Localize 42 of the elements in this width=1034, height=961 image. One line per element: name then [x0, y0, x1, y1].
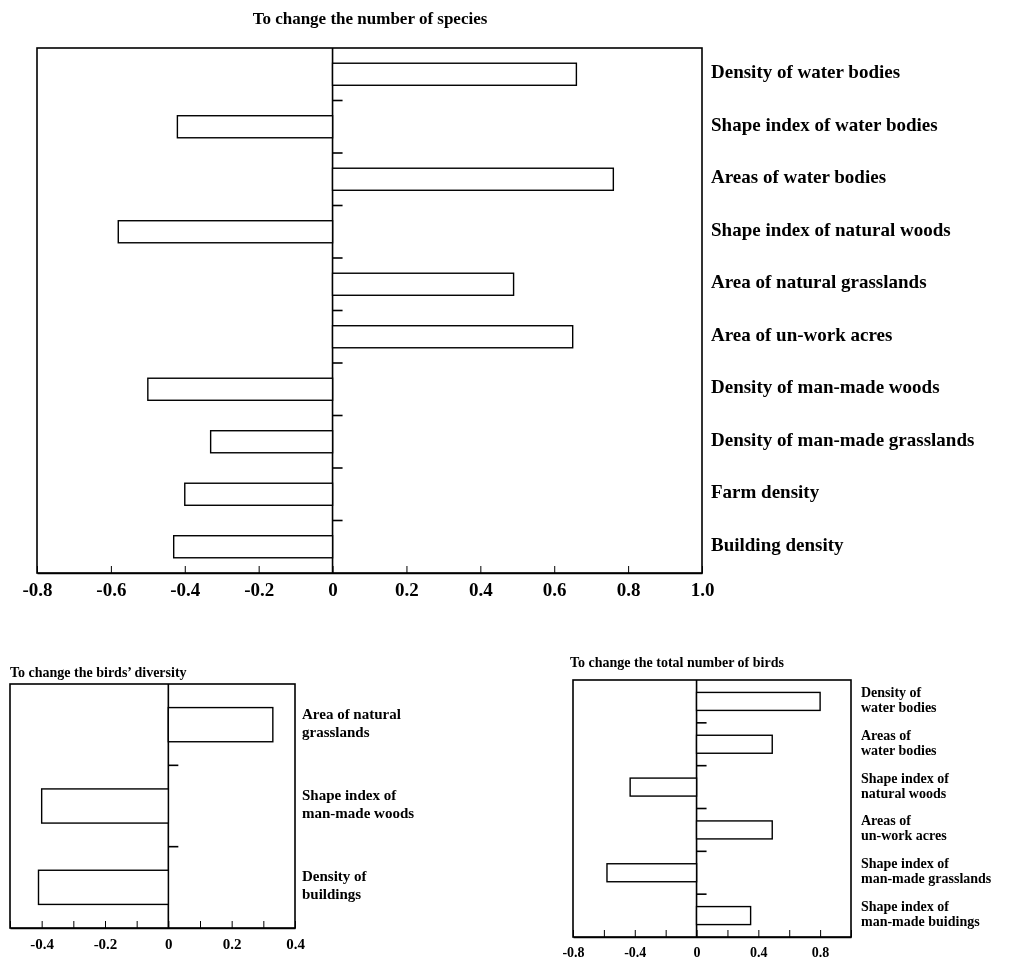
y-tick-label: Building density [711, 534, 845, 556]
x-tick-label: -0.8 [562, 944, 585, 960]
y-tick-label: Area of natural grasslands [302, 706, 401, 741]
x-tick-label: 0.6 [542, 579, 567, 601]
x-tick-label: 0 [165, 935, 173, 952]
x-tick-label: -0.6 [96, 579, 127, 601]
y-tick-label: Shape index of natural woods [861, 770, 950, 801]
x-tick-label: 0.4 [468, 579, 494, 601]
x-tick-label: -0.8 [22, 579, 53, 601]
x-tick-label: 0.4 [750, 944, 768, 960]
y-tick-label: Shape index of man-made woods [302, 787, 415, 822]
x-tick-label: -0.2 [244, 579, 275, 601]
y-tick-label: Farm density [711, 481, 820, 503]
y-tick-label: Areas of un-work acres [861, 813, 948, 844]
y-tick-label: Shape index of natural woods [711, 219, 951, 241]
y-tick-label: Area of un-work acres [711, 324, 893, 346]
x-tick-label: -0.2 [93, 935, 118, 952]
x-tick-label: 0.4 [286, 935, 306, 952]
y-tick-label: Shape index of water bodies [711, 114, 938, 136]
x-tick-label: 0.2 [395, 579, 419, 601]
y-tick-label: Areas of water bodies [711, 166, 887, 188]
y-tick-label: Density of man-made woods [711, 376, 940, 398]
chart-title: To change the number of species [252, 9, 488, 28]
y-tick-label: Density of man-made grasslands [711, 429, 975, 451]
y-tick-label: Density of water bodies [861, 685, 938, 716]
y-tick-label: Density of buildings [302, 868, 368, 903]
x-tick-label: -0.4 [30, 935, 55, 952]
chart-title: To change the birds’ diversity [10, 665, 187, 680]
y-tick-label: Shape index of man-made buidings [861, 899, 981, 930]
x-tick-label: 1.0 [690, 579, 715, 601]
x-tick-label: 0 [328, 579, 338, 601]
x-tick-label: 0.8 [616, 579, 641, 601]
x-tick-label: 0 [693, 944, 701, 960]
x-tick-label: 0.8 [811, 944, 830, 960]
y-tick-label: Areas of water bodies [861, 727, 938, 758]
y-tick-label: Shape index of man-made grasslands [861, 856, 992, 887]
x-tick-label: 0.2 [222, 935, 242, 952]
x-tick-label: -0.4 [624, 944, 647, 960]
chart-title: To change the total number of birds [570, 655, 785, 670]
x-tick-label: -0.4 [170, 579, 201, 601]
y-tick-label: Density of water bodies [711, 61, 901, 83]
y-tick-label: Area of natural grasslands [711, 271, 927, 293]
